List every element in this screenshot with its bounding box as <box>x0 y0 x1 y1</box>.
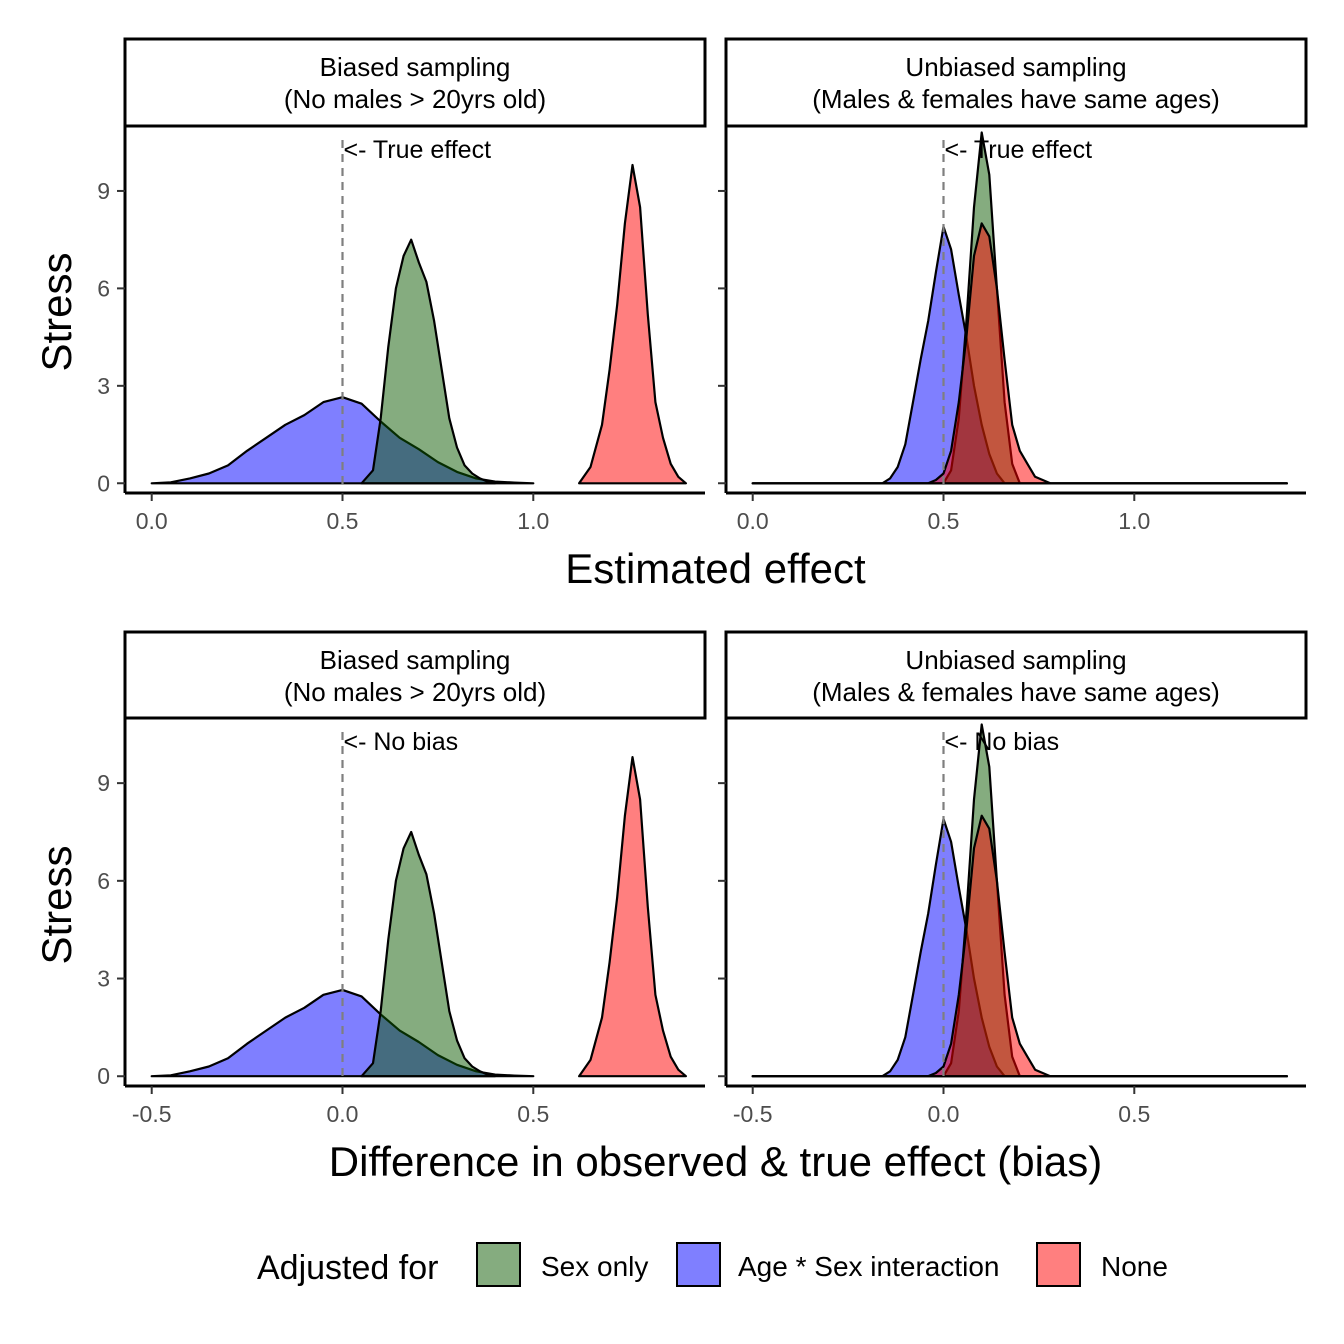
x-tick-label: -0.5 <box>733 1101 773 1127</box>
facet-strip-line-1: Biased sampling <box>320 645 511 675</box>
y-tick-label: 6 <box>97 275 110 301</box>
legend-key <box>676 1242 721 1287</box>
facet-strip-line-2: (Males & females have same ages) <box>812 84 1220 114</box>
x-tick-label: -0.5 <box>132 1101 172 1127</box>
x-tick-label: 0.0 <box>928 1101 960 1127</box>
facet-strip-line-1: Biased sampling <box>320 52 511 82</box>
legend-label: None <box>1101 1251 1168 1282</box>
panel-r1-c0: Biased sampling(No males > 20yrs old) <- … <box>97 630 707 1127</box>
density-none <box>578 756 687 1078</box>
y-tick-label: 0 <box>97 470 110 496</box>
density-sex-only <box>751 131 1288 485</box>
facet-strip <box>724 630 1308 720</box>
facet-strip <box>123 37 707 128</box>
x-tick-label: 1.0 <box>517 508 549 534</box>
density-sex-only <box>360 238 497 485</box>
x-tick-label: 0.0 <box>136 508 168 534</box>
x-tick-label: 1.0 <box>1118 508 1150 534</box>
density-none <box>751 222 1288 485</box>
legend-title: Adjusted for <box>257 1249 438 1287</box>
panel-r0-c0: Biased sampling(No males > 20yrs old) <- … <box>97 37 707 534</box>
x-axis-title: Difference in observed & true effect (bi… <box>329 1138 1103 1185</box>
legend-label: Age * Sex interaction <box>738 1251 1000 1282</box>
y-axis-title: Stress <box>33 252 80 371</box>
facet-strip-line-1: Unbiased sampling <box>905 645 1126 675</box>
facet-strip-line-2: (No males > 20yrs old) <box>284 84 546 114</box>
reference-line-label: <- No bias <box>344 728 459 756</box>
legend-label: Sex only <box>541 1251 648 1282</box>
y-tick-label: 3 <box>97 373 110 399</box>
x-tick-label: 0.0 <box>327 1101 359 1127</box>
y-tick-label: 6 <box>97 868 110 894</box>
y-tick-label: 3 <box>97 966 110 992</box>
x-tick-label: 0.5 <box>928 508 960 534</box>
x-tick-label: 0.0 <box>737 508 769 534</box>
facet-strip-line-2: (No males > 20yrs old) <box>284 677 546 707</box>
y-tick-label: 0 <box>97 1063 110 1089</box>
facet-strip-line-2: (Males & females have same ages) <box>812 677 1220 707</box>
x-axis-title: Estimated effect <box>565 545 866 592</box>
density-sex-only <box>360 830 497 1078</box>
facet-strip <box>724 37 1308 128</box>
panel-r1-c1: Unbiased sampling(Males & females have s… <box>718 630 1308 1127</box>
legend-key <box>1036 1242 1081 1287</box>
x-tick-label: 0.5 <box>1118 1101 1150 1127</box>
facet-strip-line-1: Unbiased sampling <box>905 52 1126 82</box>
density-age-sex-interaction <box>751 225 1288 485</box>
density-sex-only <box>751 723 1288 1078</box>
density-none <box>578 163 687 485</box>
density-age-sex-interaction <box>751 817 1288 1078</box>
x-tick-label: 0.5 <box>517 1101 549 1127</box>
panel-r0-c1: Unbiased sampling(Males & females have s… <box>718 37 1308 534</box>
legend: Adjusted for Sex only Age * Sex interactio… <box>257 1242 1168 1287</box>
y-tick-label: 9 <box>97 178 110 204</box>
facet-strip <box>123 630 707 720</box>
reference-line-label: <- True effect <box>344 136 492 164</box>
density-none <box>751 814 1288 1078</box>
reference-line-label: <- True effect <box>945 136 1093 164</box>
reference-line-label: <- No bias <box>945 728 1060 756</box>
y-tick-label: 9 <box>97 770 110 796</box>
legend-key <box>476 1242 521 1287</box>
x-tick-label: 0.5 <box>327 508 359 534</box>
y-axis-title: Stress <box>33 845 80 964</box>
